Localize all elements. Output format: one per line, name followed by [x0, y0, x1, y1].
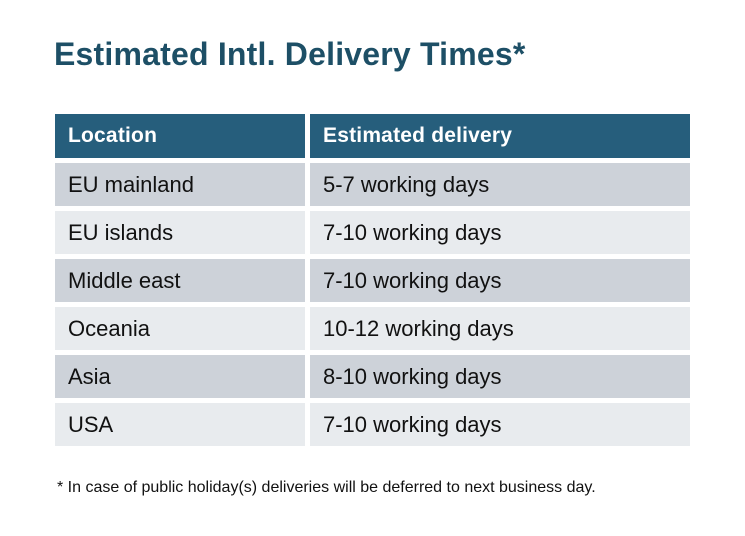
- column-header-location: Location: [55, 114, 305, 158]
- table-cell-location: EU islands: [55, 211, 305, 254]
- delivery-table: Location Estimated delivery EU mainland 5…: [55, 114, 690, 446]
- table-cell-delivery: 7-10 working days: [310, 403, 690, 446]
- footnote: * In case of public holiday(s) deliverie…: [57, 479, 596, 496]
- table-cell-location: Middle east: [55, 259, 305, 302]
- page-title: Estimated Intl. Delivery Times*: [54, 36, 526, 72]
- table-cell-location: EU mainland: [55, 163, 305, 206]
- table-cell-location: USA: [55, 403, 305, 446]
- table-cell-delivery: 7-10 working days: [310, 259, 690, 302]
- column-header-estimated-delivery: Estimated delivery: [310, 114, 690, 158]
- table-cell-delivery: 7-10 working days: [310, 211, 690, 254]
- table-cell-delivery: 8-10 working days: [310, 355, 690, 398]
- table-cell-delivery: 10-12 working days: [310, 307, 690, 350]
- table-cell-location: Oceania: [55, 307, 305, 350]
- table-cell-location: Asia: [55, 355, 305, 398]
- table-cell-delivery: 5-7 working days: [310, 163, 690, 206]
